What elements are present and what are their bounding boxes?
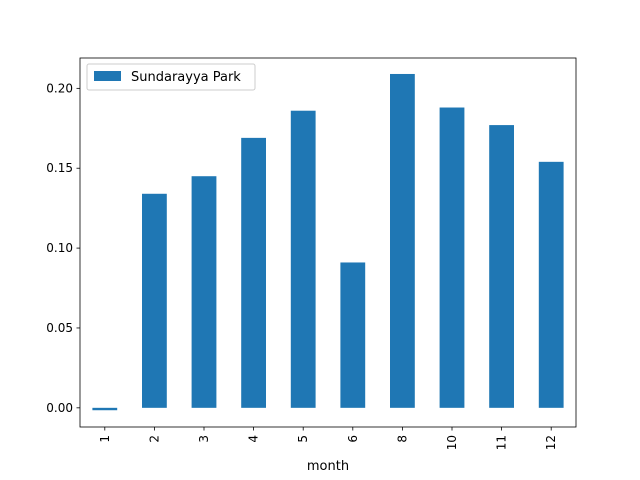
x-tick-label: 12	[544, 435, 558, 450]
x-tick-label: 5	[296, 435, 310, 443]
y-tick-label: 0.00	[46, 401, 73, 415]
bar-month-12	[538, 161, 564, 408]
bar-month-8	[390, 73, 415, 408]
plot-frame	[79, 57, 577, 428]
bars-group	[92, 73, 564, 411]
bar-month-2	[142, 193, 167, 408]
bar-month-6	[340, 262, 366, 408]
x-axis: 1 2 3 4 5 6 8 10 11 12	[98, 427, 558, 450]
bar-month-1	[92, 407, 118, 411]
x-axis-label: month	[307, 459, 349, 474]
x-tick-label: 1	[98, 435, 112, 443]
legend-box	[86, 63, 256, 91]
y-tick-label: 0.10	[46, 241, 73, 255]
y-axis: 0.00 0.05 0.10 0.15 0.20	[46, 81, 80, 415]
x-tick-label: 3	[197, 435, 211, 443]
x-tick-label: 4	[247, 435, 261, 443]
bar-month-11	[489, 125, 514, 408]
legend-swatch	[94, 71, 121, 81]
y-tick-label: 0.05	[46, 321, 73, 335]
bar-month-3	[191, 176, 217, 408]
legend-label: Sundarayya Park	[131, 70, 241, 85]
x-tick-label: 2	[147, 435, 161, 443]
bar-month-4	[241, 137, 266, 408]
x-tick-label: 6	[346, 435, 360, 443]
x-tick-label: 10	[445, 435, 459, 450]
x-tick-label: 8	[395, 435, 409, 443]
legend: Sundarayya Park	[86, 63, 256, 91]
y-tick-label: 0.20	[46, 81, 73, 95]
y-tick-label: 0.15	[46, 161, 73, 175]
bar-month-10	[439, 107, 465, 408]
x-tick-label: 11	[495, 435, 509, 450]
bar-month-5	[290, 110, 316, 408]
